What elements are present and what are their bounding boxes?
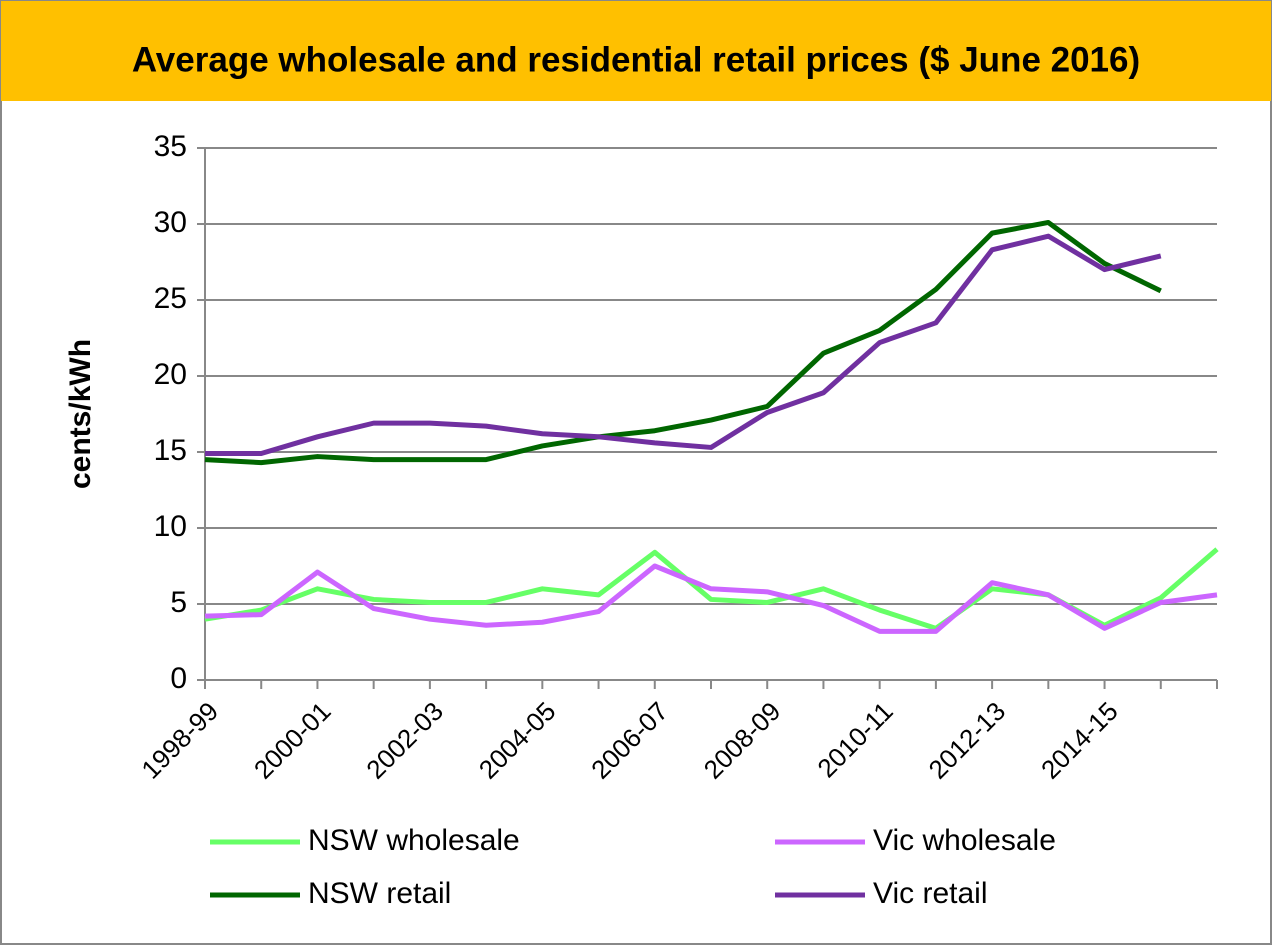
y-tick-label: 35 xyxy=(154,130,187,163)
y-tick-label: 30 xyxy=(154,206,187,239)
y-tick-label: 5 xyxy=(170,586,187,619)
series-line xyxy=(204,219,1162,466)
legend-label: Vic retail xyxy=(873,877,988,910)
y-tick-label: 20 xyxy=(154,358,187,391)
y-tick-label: 10 xyxy=(154,510,187,543)
y-axis-label: cents/kWh xyxy=(64,339,97,489)
chart-title: Average wholesale and residential retail… xyxy=(132,40,1140,79)
y-tick-label: 25 xyxy=(154,282,187,315)
legend-label: Vic wholesale xyxy=(873,824,1056,857)
y-tick-label: 0 xyxy=(170,662,187,695)
y-tick-label: 15 xyxy=(154,434,187,467)
legend-label: NSW wholesale xyxy=(308,824,520,857)
series-line xyxy=(204,563,1218,634)
series-line xyxy=(205,233,1162,457)
title-band xyxy=(1,1,1271,101)
legend-label: NSW retail xyxy=(308,877,451,910)
